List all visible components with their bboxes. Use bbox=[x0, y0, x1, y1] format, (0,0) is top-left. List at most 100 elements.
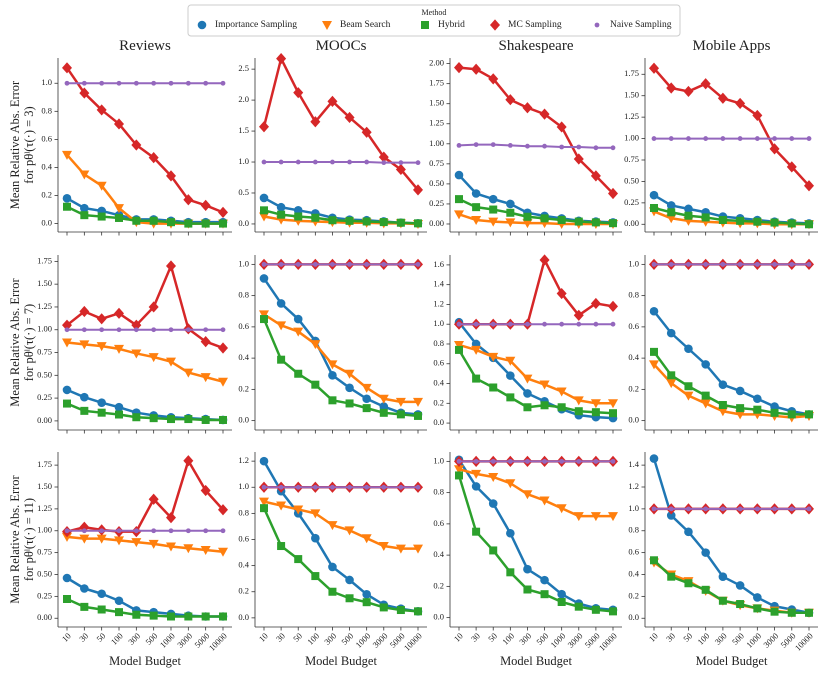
marker bbox=[168, 528, 174, 534]
marker bbox=[276, 202, 286, 212]
marker bbox=[115, 410, 123, 419]
marker bbox=[116, 80, 122, 86]
legend-box bbox=[187, 4, 681, 37]
marker bbox=[506, 208, 515, 217]
marker bbox=[132, 610, 141, 619]
y-tick-label: 2.0 bbox=[238, 94, 249, 104]
marker bbox=[278, 261, 284, 267]
marker bbox=[361, 126, 372, 138]
marker bbox=[753, 405, 762, 414]
series-line bbox=[65, 67, 224, 214]
x-tick-label: 100 bbox=[695, 631, 711, 647]
marker bbox=[522, 219, 533, 229]
y-tick-label: 0.6 bbox=[433, 358, 444, 368]
series-line bbox=[66, 402, 223, 422]
y-tick-label: 1.0 bbox=[433, 318, 444, 328]
marker bbox=[753, 217, 762, 226]
marker bbox=[703, 261, 709, 267]
series-line bbox=[457, 349, 614, 415]
y-tick-label: 0.75 bbox=[429, 158, 444, 168]
series-line bbox=[262, 460, 419, 613]
series-line bbox=[653, 210, 809, 226]
marker bbox=[684, 344, 693, 354]
marker bbox=[322, 21, 332, 30]
marker bbox=[650, 556, 658, 565]
marker bbox=[718, 380, 728, 389]
marker bbox=[148, 152, 159, 164]
marker bbox=[259, 497, 269, 507]
marker bbox=[200, 546, 211, 555]
marker bbox=[379, 408, 388, 417]
marker bbox=[131, 538, 142, 548]
marker bbox=[131, 139, 142, 151]
legend-label: Beam Search bbox=[340, 20, 391, 30]
marker bbox=[361, 383, 372, 393]
marker bbox=[651, 136, 657, 141]
marker bbox=[99, 327, 105, 333]
marker bbox=[259, 274, 269, 283]
marker bbox=[362, 394, 371, 404]
y-tick-label: 0.6 bbox=[41, 133, 52, 143]
y-tick-label: 0.00 bbox=[37, 612, 52, 622]
marker bbox=[312, 159, 318, 165]
marker bbox=[203, 80, 209, 86]
marker bbox=[573, 153, 584, 165]
marker bbox=[293, 314, 303, 324]
marker bbox=[197, 20, 207, 30]
marker bbox=[700, 399, 711, 409]
marker bbox=[506, 568, 515, 577]
marker bbox=[789, 506, 795, 512]
marker bbox=[666, 379, 677, 389]
marker bbox=[650, 204, 658, 212]
marker bbox=[590, 170, 601, 182]
marker bbox=[62, 62, 72, 74]
marker bbox=[148, 301, 159, 313]
series-line bbox=[459, 258, 614, 326]
marker bbox=[737, 506, 743, 512]
marker bbox=[649, 360, 659, 370]
marker bbox=[609, 409, 617, 418]
y-axis-label: Mean Relative Abs. Error bbox=[8, 277, 22, 406]
marker bbox=[805, 220, 813, 229]
marker bbox=[684, 211, 693, 220]
marker bbox=[151, 528, 157, 534]
marker bbox=[364, 159, 370, 165]
marker bbox=[166, 260, 176, 272]
x-tick-label: 10000 bbox=[597, 631, 619, 653]
y-tick-label: 0.0 bbox=[238, 612, 249, 622]
marker bbox=[330, 484, 335, 490]
y-tick-label: 1.75 bbox=[429, 78, 444, 88]
y-tick-label: 0.50 bbox=[37, 369, 52, 379]
marker bbox=[523, 403, 532, 412]
marker bbox=[167, 612, 175, 621]
marker bbox=[720, 506, 726, 512]
y-tick-label: 1.4 bbox=[628, 459, 639, 469]
x-tick-label: 10000 bbox=[793, 631, 815, 653]
marker bbox=[79, 170, 90, 180]
marker bbox=[720, 136, 726, 141]
subplot: 0.00.20.40.60.81.01.21.410 30 50 100 300 5001… bbox=[628, 452, 818, 668]
marker bbox=[327, 95, 338, 107]
marker bbox=[489, 205, 498, 214]
marker bbox=[131, 349, 142, 359]
series-line bbox=[653, 559, 809, 615]
marker bbox=[364, 484, 370, 490]
marker bbox=[398, 484, 404, 490]
marker bbox=[506, 393, 515, 402]
legend-label: Importance Sampling bbox=[215, 20, 297, 30]
x-tick-label: 3000 bbox=[370, 631, 389, 650]
marker bbox=[559, 458, 565, 464]
marker bbox=[666, 214, 677, 224]
marker bbox=[649, 190, 659, 200]
y-tick-label: 1.0 bbox=[238, 481, 249, 491]
marker bbox=[593, 458, 599, 464]
marker bbox=[456, 143, 462, 148]
legend-title: Method bbox=[422, 8, 447, 17]
y-tick-label: 0.2 bbox=[433, 397, 444, 407]
marker bbox=[540, 575, 549, 585]
x-tick-label: 10 bbox=[647, 631, 660, 644]
marker bbox=[488, 73, 499, 85]
marker bbox=[276, 321, 287, 331]
marker bbox=[396, 218, 405, 227]
marker bbox=[701, 585, 710, 594]
